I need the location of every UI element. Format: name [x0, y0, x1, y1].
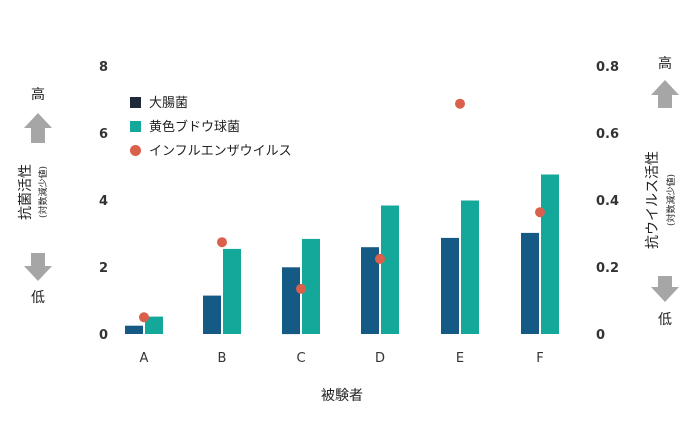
bar-series-1-e — [441, 237, 459, 334]
legend: 大腸菌 黄色ブドウ球菌 インフルエンザウイルス — [130, 96, 292, 159]
legend-marker-influenza — [130, 145, 141, 156]
point-influenza-a — [139, 312, 149, 323]
left-axis-subtitle: (対数減少値) — [37, 166, 49, 218]
left-tick-6: 6 — [99, 127, 108, 142]
right-axis-annotation: 高 抗ウイルス活性 (対数減少値) 低 — [645, 55, 679, 328]
left-tick-2: 2 — [99, 261, 108, 276]
point-influenza-b — [217, 237, 227, 248]
bar-series-1-c — [282, 267, 300, 335]
right-tick-0: 0 — [596, 328, 605, 343]
point-influenza-f — [535, 207, 545, 218]
bar-series-1-b — [203, 295, 221, 334]
category-label-c: C — [296, 351, 305, 366]
category-label-a: A — [140, 351, 149, 366]
left-tick-4: 4 — [99, 194, 108, 209]
left-tick-0: 0 — [99, 328, 108, 343]
down-arrow-icon — [651, 276, 679, 302]
bar-series-1-d — [361, 247, 379, 334]
left-axis-annotation: 高 抗菌活性 (対数減少値) 低 — [18, 86, 52, 306]
right-axis-ticks: 0 0.2 0.4 0.6 0.8 — [596, 60, 619, 343]
point-influenza-c — [296, 283, 306, 294]
category-label-e: E — [456, 351, 464, 366]
bar-series-2-c — [302, 238, 320, 334]
category-label-b: B — [218, 351, 227, 366]
x-axis-title: 被験者 — [321, 388, 363, 404]
bar-series-1-a — [125, 325, 143, 334]
points-layer — [139, 98, 545, 323]
bar-series-2-b — [223, 248, 241, 334]
bar-series-1-f — [521, 232, 539, 334]
left-high-label: 高 — [31, 86, 45, 103]
legend-label-e-coli: 大腸菌 — [149, 96, 188, 111]
right-tick-0-4: 0.4 — [596, 194, 619, 209]
bar-series-2-f — [541, 174, 559, 334]
left-axis-title: 抗菌活性 — [18, 164, 34, 220]
right-low-label: 低 — [658, 312, 672, 328]
bar-series-2-d — [381, 205, 399, 334]
left-low-label: 低 — [31, 290, 45, 306]
down-arrow-icon — [24, 253, 52, 281]
up-arrow-icon — [651, 80, 679, 108]
bar-series-2-a — [145, 316, 163, 334]
category-label-d: D — [375, 351, 385, 366]
bar-series-2-e — [461, 200, 479, 334]
left-tick-8: 8 — [99, 60, 108, 75]
bars-layer — [125, 174, 559, 335]
right-tick-0-8: 0.8 — [596, 60, 619, 75]
right-axis-subtitle: (対数減少値) — [665, 174, 677, 226]
point-influenza-d — [375, 253, 385, 264]
left-axis-ticks: 0 2 4 6 8 — [99, 60, 108, 343]
up-arrow-icon — [24, 113, 52, 143]
right-high-label: 高 — [658, 55, 672, 72]
legend-swatch-staph — [130, 121, 141, 132]
legend-swatch-e-coli — [130, 97, 141, 108]
point-influenza-e — [455, 98, 465, 109]
right-axis-title: 抗ウイルス活性 — [645, 151, 661, 249]
category-labels: A B C D E F — [140, 351, 544, 366]
right-tick-0-2: 0.2 — [596, 261, 619, 276]
category-label-f: F — [536, 351, 543, 366]
legend-label-influenza: インフルエンザウイルス — [149, 144, 292, 159]
right-tick-0-6: 0.6 — [596, 127, 619, 142]
legend-label-staph: 黄色ブドウ球菌 — [149, 119, 240, 135]
